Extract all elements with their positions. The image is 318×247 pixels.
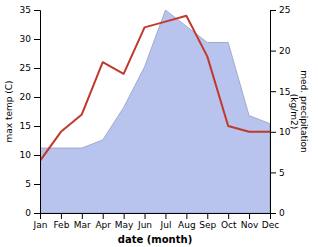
x-axis: Jan Feb Mar Apr MayJun Jul AugSep Oct NovDec <box>33 213 280 230</box>
tick: 15 <box>270 87 290 97</box>
tick-mark <box>270 172 276 173</box>
tick: Nov <box>241 213 259 230</box>
tick-label: 20 <box>20 92 32 102</box>
y2-axis-title-line: (kg/m2) <box>289 94 299 129</box>
tick-mark <box>34 126 40 127</box>
temp-line <box>40 16 270 161</box>
tick-mark <box>186 213 187 219</box>
tick-mark <box>270 132 276 133</box>
chart: JanFebMarAprMayJunJulAugSepOctNovDec0510… <box>0 0 318 247</box>
tick: Apr <box>95 213 111 230</box>
tick-mark <box>270 91 276 92</box>
tick-mark <box>34 155 40 156</box>
tick: 20 <box>20 92 40 102</box>
tick-label: Jan <box>33 220 48 230</box>
tick-label: 25 <box>279 5 290 15</box>
tick: Aug <box>178 213 196 230</box>
tick: 20 <box>270 46 291 56</box>
y-axis: 0 5 10 15 20 25 30 35 <box>20 5 41 218</box>
tick-mark <box>228 213 229 219</box>
tick-mark <box>249 213 250 219</box>
tick: 0 <box>270 208 285 218</box>
tick: May <box>115 213 134 230</box>
tick-mark <box>270 51 276 52</box>
precip-area <box>40 10 270 213</box>
y2-axis-title: med. precipitation(kg/m2) <box>289 70 310 152</box>
tick-mark <box>82 213 83 219</box>
tick-label: 10 <box>20 150 32 160</box>
tick-label: 0 <box>25 208 31 218</box>
tick-label: Mar <box>74 220 91 230</box>
tick-label: Oct <box>221 220 237 230</box>
y-axis-title: max temp (C) <box>4 80 14 142</box>
tick-label: Sep <box>199 220 216 230</box>
tick-mark <box>34 68 40 69</box>
tick-label: 0 <box>279 208 285 218</box>
tick: 25 <box>20 63 40 73</box>
tick-label: Jun <box>137 220 152 230</box>
tick: Feb <box>53 213 69 230</box>
tick-label: Aug <box>178 220 196 230</box>
tick-mark <box>207 213 208 219</box>
tick-label: May <box>115 220 134 230</box>
tick-label: 5 <box>279 168 285 178</box>
tick-mark <box>124 213 125 219</box>
tick-label: 15 <box>20 121 31 131</box>
axis-line <box>41 214 271 220</box>
x-axis-title: date (month) <box>118 234 192 245</box>
tick-label: 30 <box>20 34 32 44</box>
tick: Mar <box>74 213 91 230</box>
tick-label: Apr <box>95 220 111 230</box>
tick: Jun <box>137 213 152 230</box>
plot: JanFebMarAprMayJunJulAugSepOctNovDec0510… <box>4 5 309 245</box>
tick: 10 <box>20 150 40 160</box>
tick: 25 <box>270 5 290 15</box>
tick: 35 <box>20 5 40 15</box>
tick: 10 <box>270 127 291 137</box>
y2-axis-title-line: med. precipitation <box>299 70 309 152</box>
tick: Oct <box>221 213 237 230</box>
tick-label: Dec <box>262 220 279 230</box>
tick-label: Jul <box>160 220 172 230</box>
tick-label: Nov <box>241 220 259 230</box>
tick-mark <box>165 213 166 219</box>
tick-mark <box>61 213 62 219</box>
axis-line <box>34 11 41 214</box>
axis-line <box>271 11 277 214</box>
tick-mark <box>34 213 40 214</box>
tick-label: 25 <box>20 63 31 73</box>
tick-mark <box>103 213 104 219</box>
tick: Sep <box>199 213 216 230</box>
tick-mark <box>145 213 146 219</box>
tick-label: 35 <box>20 5 31 15</box>
tick-label: 5 <box>25 179 31 189</box>
tick-mark <box>34 184 40 185</box>
tick-label: 20 <box>279 46 291 56</box>
marks <box>40 10 270 213</box>
tick: Jul <box>160 213 172 230</box>
tick-mark <box>34 39 40 40</box>
tick: 30 <box>20 34 40 44</box>
tick: Dec <box>262 213 279 230</box>
chart-container: JanFebMarAprMayJunJulAugSepOctNovDec0510… <box>0 0 318 247</box>
y2-axis: 0 5 10 15 20 25 <box>270 5 291 218</box>
tick-mark <box>270 10 276 11</box>
tick-mark <box>34 97 40 98</box>
tick: 15 <box>20 121 40 131</box>
tick-mark <box>34 10 40 11</box>
tick: 5 <box>25 179 40 189</box>
tick-mark <box>270 213 276 214</box>
tick: 5 <box>270 168 285 178</box>
tick: Jan <box>33 213 48 230</box>
tick-label: Feb <box>53 220 69 230</box>
tick: 0 <box>25 208 40 218</box>
